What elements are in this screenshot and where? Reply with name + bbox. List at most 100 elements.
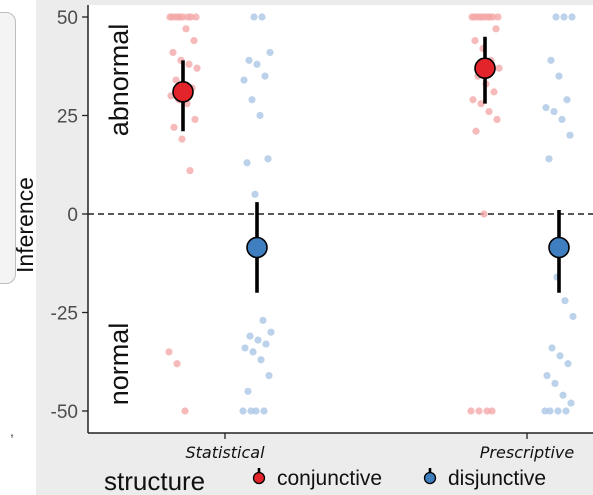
legend-key-disjunctive-dot (423, 471, 437, 485)
conjunctive-point (475, 407, 483, 415)
conjunctive-point (495, 64, 503, 72)
conjunctive-point (192, 13, 200, 21)
conjunctive-point (172, 76, 180, 84)
disjunctive-point (564, 360, 572, 368)
y-tick-label: -25 (51, 304, 78, 325)
conjunctive-point (483, 407, 491, 415)
legend-title: structure (104, 466, 205, 495)
disjunctive-point (250, 13, 258, 21)
disjunctive-point (560, 13, 568, 21)
conjunctive-point (480, 210, 488, 218)
disjunctive-point (258, 13, 266, 21)
conjunctive-point (165, 348, 173, 356)
disjunctive-point (550, 107, 558, 116)
conjunctive-mean-point (474, 57, 496, 80)
disjunctive-point (260, 407, 268, 415)
disjunctive-point (543, 371, 551, 380)
conjunctive-point (485, 107, 493, 116)
disjunctive-point (251, 190, 259, 198)
conjunctive-point (191, 115, 199, 124)
disjunctive-point (241, 344, 249, 352)
conjunctive-point (471, 37, 479, 45)
disjunctive-point (552, 13, 560, 21)
legend-label-disjunctive: disjunctive (448, 467, 546, 490)
disjunctive-point (240, 76, 248, 84)
disjunctive-point (569, 312, 577, 321)
legend: structure conjunctive disjunctive (104, 466, 546, 495)
disjunctive-point (253, 60, 261, 68)
disjunctive-point (239, 407, 247, 415)
disjunctive-point (541, 407, 549, 415)
x-tick-label: Prescriptive (480, 443, 575, 462)
stray-punctuation: , (10, 423, 14, 439)
disjunctive-point (546, 407, 554, 415)
conjunctive-point (490, 88, 498, 96)
disjunctive-point (547, 56, 555, 64)
x-ticks: Statistical Prescriptive (185, 433, 574, 462)
disjunctive-point (249, 348, 257, 356)
disjunctive-point (561, 297, 569, 305)
conjunctive-point (472, 127, 480, 135)
conjunctive-point (173, 360, 181, 368)
disjunctive-point (243, 159, 251, 167)
conjunctive-point (489, 13, 497, 21)
disjunctive-point (247, 407, 255, 415)
conjunctive-point (193, 64, 201, 72)
legend-key-conjunctive-dot (252, 471, 266, 485)
disjunctive-point (259, 316, 267, 324)
conjunctive-point (492, 25, 500, 33)
disjunctive-point (265, 371, 273, 380)
disjunctive-point (551, 379, 559, 388)
conjunctive-point (468, 13, 476, 21)
conjunctive-point (181, 407, 189, 415)
conjunctive-point (170, 123, 178, 131)
disjunctive-point (244, 387, 252, 395)
disjunctive-mean-point (548, 236, 570, 259)
disjunctive-point (562, 407, 570, 415)
conjunctive-point (166, 13, 174, 21)
disjunctive-point (567, 399, 575, 407)
conjunctive-point (493, 115, 501, 124)
side-panel-fragment (0, 12, 16, 284)
legend-items: conjunctive disjunctive (252, 467, 546, 490)
conjunctive-point (174, 13, 182, 21)
conjunctive-point (185, 60, 193, 68)
conjunctive-point (469, 96, 477, 104)
conjunctive-point (467, 407, 475, 415)
disjunctive-point (554, 407, 562, 415)
x-tick-label: Statistical (185, 443, 265, 462)
disjunctive-point (558, 115, 566, 124)
disjunctive-point (252, 407, 260, 415)
conjunctive-point (187, 13, 195, 21)
conjunctive-point (179, 13, 187, 21)
disjunctive-mean-point (246, 236, 268, 259)
plot-panel (88, 5, 593, 433)
disjunctive-point (542, 104, 550, 112)
legend-label-conjunctive: conjunctive (277, 467, 382, 490)
conjunctive-point (169, 48, 177, 57)
y-ticks: 50 25 0 -25 -50 (51, 8, 88, 423)
disjunctive-point (262, 340, 270, 348)
y-tick-label: 25 (57, 107, 78, 128)
y-tick-label: 0 (67, 205, 78, 226)
disjunctive-point (256, 111, 264, 120)
y-tick-label: -50 (51, 402, 78, 423)
region-label-top: abnormal (104, 24, 134, 137)
disjunctive-point (556, 352, 564, 360)
disjunctive-point (261, 72, 269, 80)
conjunctive-point (494, 13, 502, 21)
disjunctive-point (563, 96, 571, 104)
conjunctive-point (186, 167, 194, 175)
disjunctive-point (257, 356, 265, 364)
disjunctive-point (266, 48, 274, 57)
axes (87, 5, 593, 434)
conjunctive-point (178, 135, 186, 143)
region-label-bottom: normal (104, 323, 134, 406)
conjunctive-mean-point (172, 81, 194, 103)
disjunctive-point (566, 131, 574, 139)
disjunctive-point (246, 332, 254, 340)
disjunctive-point (548, 344, 556, 352)
conjunctive-point (476, 13, 484, 21)
disjunctive-point (264, 155, 272, 163)
